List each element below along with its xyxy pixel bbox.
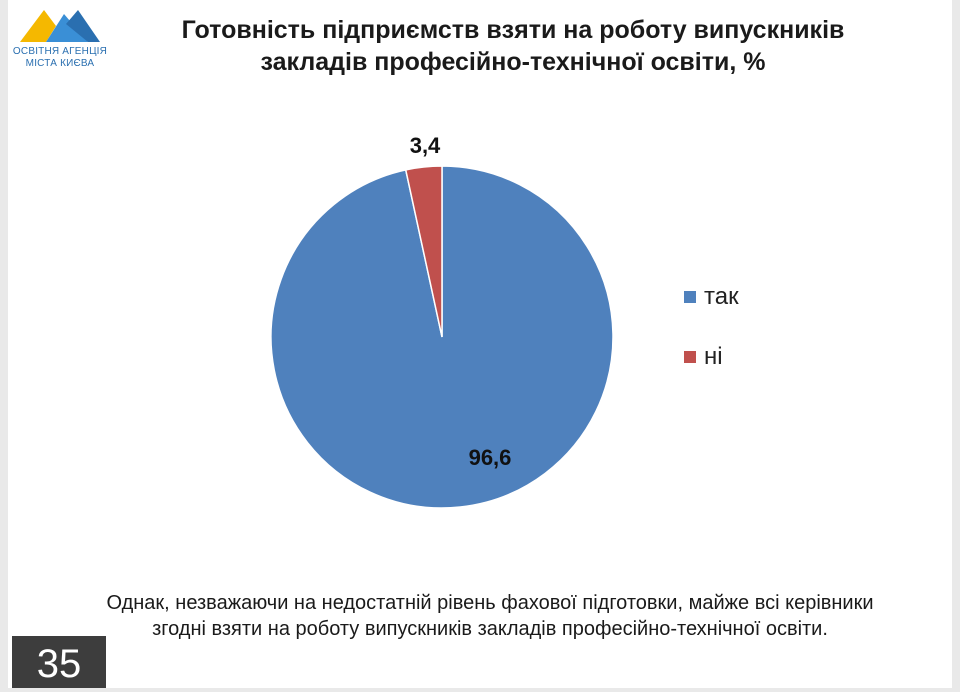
data-label-ni: 3,4 [410,133,441,158]
logo-mark-icon [20,10,100,42]
data-label-tak: 96,6 [469,445,512,470]
legend-item-tak: так [684,283,739,311]
legend-swatch-ni [684,351,696,363]
caption-line-1: Однак, незважаючи на недостатній рівень … [106,592,874,614]
legend-label-ni: ні [704,343,723,370]
legend: так ні [684,283,739,403]
legend-item-ni: ні [684,343,739,371]
legend-label-tak: так [704,283,739,310]
agency-logo: ОСВІТНЯ АГЕНЦІЯ МІСТА КИЄВА [12,4,108,70]
caption: Однак, незважаючи на недостатній рівень … [28,590,952,642]
caption-line-2: згодні взяти на роботу випускників закла… [152,618,828,640]
legend-swatch-tak [684,291,696,303]
slide: ОСВІТНЯ АГЕНЦІЯ МІСТА КИЄВА Готовність п… [8,0,952,688]
chart-title-line-2: закладів професійно-технічної освіти, % [260,48,766,76]
logo-line-2: МІСТА КИЄВА [25,58,95,69]
pie-slice-ni [404,165,443,338]
page-number: 35 [12,636,106,688]
pie-chart: 96,6 3,4 [270,133,614,509]
chart-title-line-1: Готовність підприємств взяти на роботу в… [181,16,845,44]
logo-line-1: ОСВІТНЯ АГЕНЦІЯ [12,46,108,57]
chart-title: Готовність підприємств взяти на роботу в… [118,14,908,78]
